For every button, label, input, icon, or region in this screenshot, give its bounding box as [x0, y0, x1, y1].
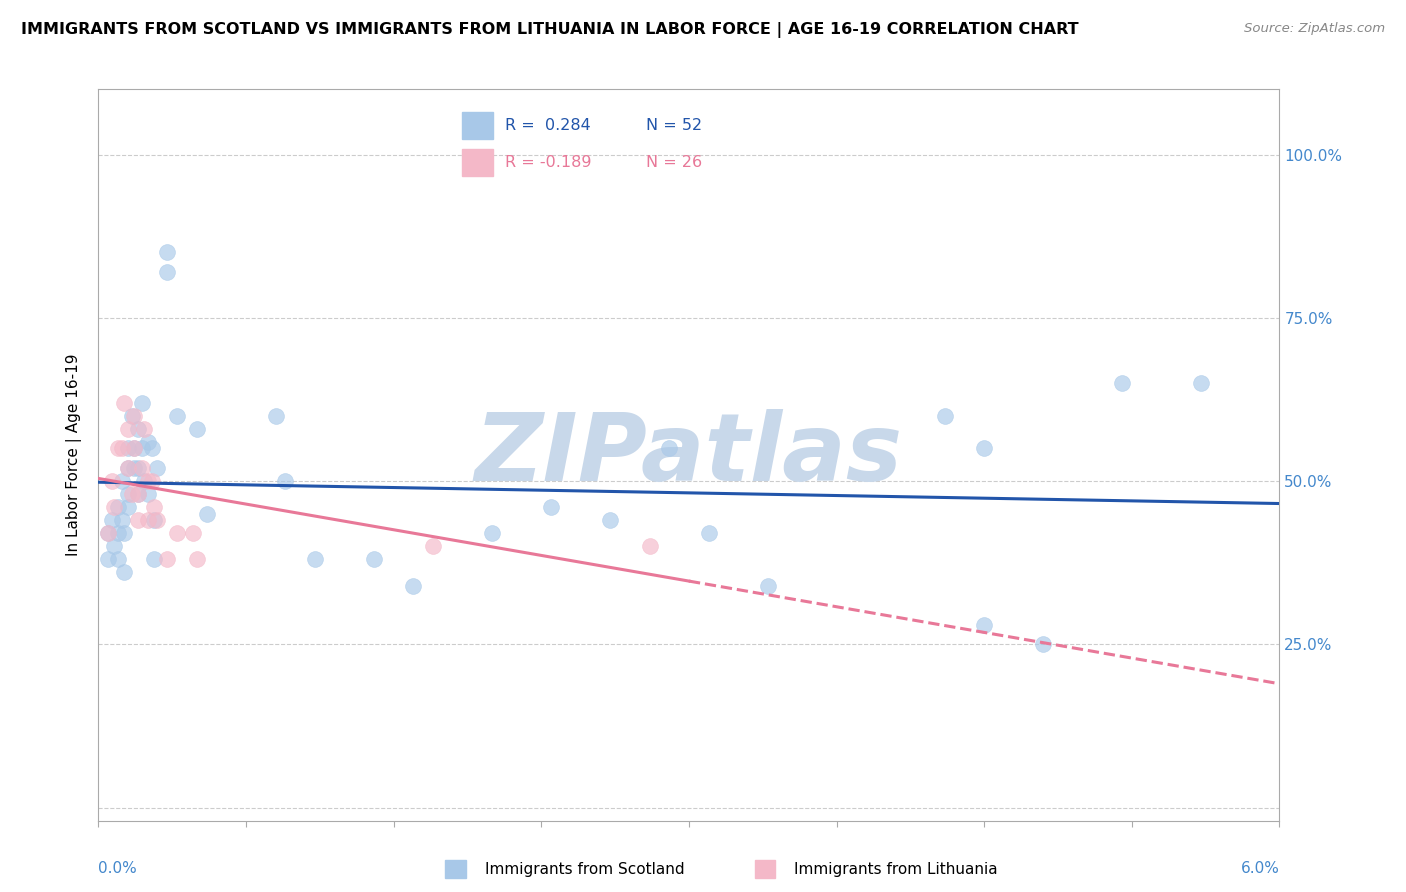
Point [132, 474, 155, 488]
Point [127, 487, 149, 501]
Point [599, 513, 621, 527]
Point [540, 500, 562, 515]
Point [103, 500, 125, 515]
Point [136, 474, 159, 488]
Point [146, 513, 169, 527]
Point [638, 539, 661, 553]
Point [122, 442, 145, 456]
Point [112, 566, 135, 580]
Point [101, 513, 124, 527]
Point [186, 422, 208, 436]
Point [1111, 376, 1133, 390]
Point [195, 507, 218, 521]
Point [131, 461, 153, 475]
Point [107, 442, 129, 456]
Point [117, 442, 139, 456]
Text: 6.0%: 6.0% [1240, 861, 1279, 876]
Point [127, 513, 149, 527]
Bar [446, 860, 465, 878]
Point [111, 513, 134, 527]
Point [304, 552, 326, 566]
Point [186, 552, 208, 566]
Point [127, 461, 149, 475]
Point [97, 526, 120, 541]
Point [112, 395, 135, 409]
Point [166, 409, 188, 423]
Point [363, 552, 385, 566]
Point [142, 552, 165, 566]
Point [121, 487, 143, 501]
Text: IMMIGRANTS FROM SCOTLAND VS IMMIGRANTS FROM LITHUANIA IN LABOR FORCE | AGE 16-19: IMMIGRANTS FROM SCOTLAND VS IMMIGRANTS F… [21, 22, 1078, 38]
Point [658, 442, 681, 456]
Point [1032, 637, 1054, 651]
Point [122, 409, 145, 423]
Point [422, 539, 444, 553]
Point [127, 487, 149, 501]
Point [141, 474, 163, 488]
Point [127, 422, 149, 436]
Point [142, 500, 165, 515]
Point [264, 409, 287, 423]
Point [481, 526, 503, 541]
Point [136, 513, 159, 527]
Point [973, 617, 995, 632]
Point [132, 422, 155, 436]
Point [156, 245, 179, 260]
Bar [755, 860, 775, 878]
Point [103, 539, 125, 553]
Point [146, 461, 169, 475]
Point [117, 500, 139, 515]
Point [131, 395, 153, 409]
Text: 0.0%: 0.0% [98, 861, 138, 876]
Point [117, 487, 139, 501]
Point [131, 442, 153, 456]
Point [136, 487, 159, 501]
Point [166, 526, 188, 541]
Point [142, 513, 165, 527]
Point [274, 474, 297, 488]
Text: Source: ZipAtlas.com: Source: ZipAtlas.com [1244, 22, 1385, 36]
Point [934, 409, 956, 423]
Point [122, 461, 145, 475]
Point [136, 434, 159, 449]
Point [973, 442, 995, 456]
Point [107, 552, 129, 566]
Point [107, 526, 129, 541]
Point [107, 500, 129, 515]
Text: Immigrants from Scotland: Immigrants from Scotland [485, 863, 685, 877]
Point [97, 526, 120, 541]
Point [402, 578, 425, 592]
Point [141, 442, 163, 456]
Point [122, 442, 145, 456]
Point [756, 578, 779, 592]
Point [111, 442, 134, 456]
Point [697, 526, 720, 541]
Point [97, 552, 120, 566]
Point [181, 526, 204, 541]
Point [1189, 376, 1212, 390]
Text: ZIPatlas: ZIPatlas [475, 409, 903, 501]
Point [112, 526, 135, 541]
Point [156, 265, 179, 279]
Point [117, 461, 139, 475]
Point [101, 474, 124, 488]
Point [117, 461, 139, 475]
Point [117, 422, 139, 436]
Point [156, 552, 179, 566]
Point [121, 409, 143, 423]
Point [111, 474, 134, 488]
Text: Immigrants from Lithuania: Immigrants from Lithuania [794, 863, 998, 877]
Y-axis label: In Labor Force | Age 16-19: In Labor Force | Age 16-19 [66, 353, 83, 557]
